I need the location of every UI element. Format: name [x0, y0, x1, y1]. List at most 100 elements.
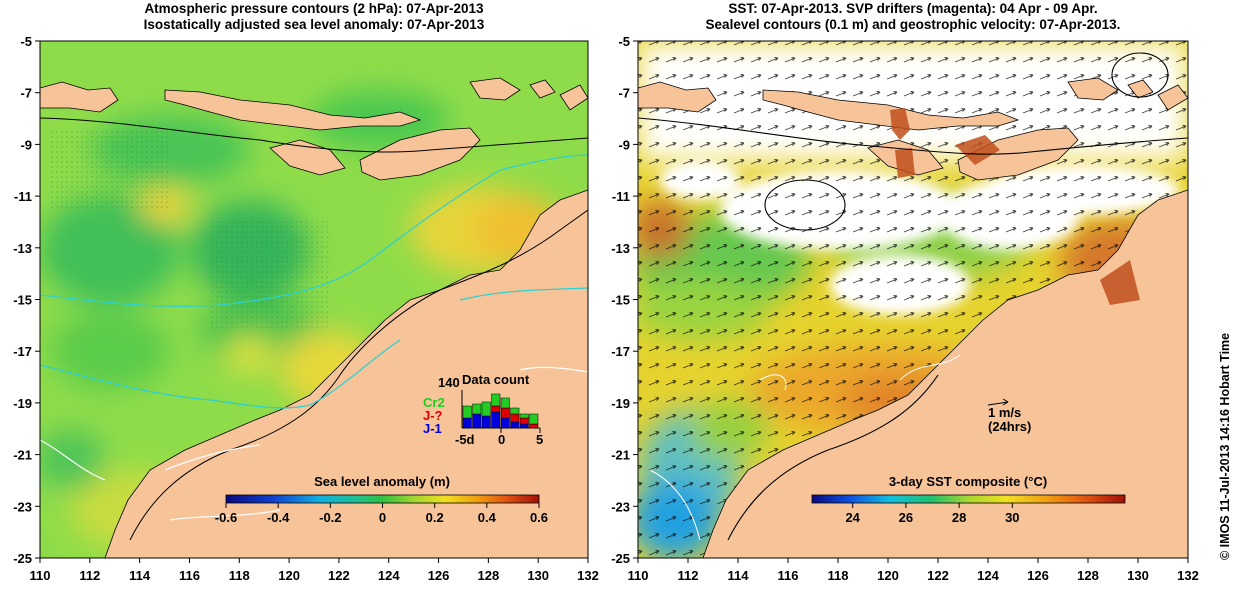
left-ytick-label: -13 [13, 241, 32, 256]
left-ytick-label: -15 [13, 293, 32, 308]
sla-colorbar-tick-label: 0.4 [478, 510, 497, 525]
data-count-bar [500, 407, 510, 419]
right-xtick-label: 124 [977, 568, 999, 583]
data-count-bar [529, 413, 539, 425]
left-ytick-label: -19 [13, 396, 32, 411]
right-xtick-label: 132 [1177, 568, 1199, 583]
sla-colorbar [225, 494, 540, 504]
data-count-bar [481, 415, 491, 429]
mission-label-j: J-? [423, 408, 443, 423]
right-ytick-label: -21 [611, 448, 630, 463]
data-count-bar [500, 417, 510, 429]
left-xtick-label: 118 [229, 568, 250, 583]
velocity-scale-label: 1 m/s [988, 405, 1021, 420]
sla-colorbar-tick-label: -0.6 [215, 510, 237, 525]
left-map-panel [40, 41, 588, 558]
right-xtick-label: 116 [778, 568, 799, 583]
left-ytick-label: -11 [14, 189, 32, 204]
data-count-bar [510, 421, 520, 429]
velocity-scale [987, 398, 1009, 406]
right-title-line2: Sealevel contours (0.1 m) and geostrophi… [705, 17, 1121, 32]
left-ytick-label: -25 [13, 551, 32, 566]
data-count-xtick-left: -5d [455, 432, 475, 447]
sla-colorbar-tick-label: -0.4 [267, 510, 290, 525]
data-count-inset [461, 390, 541, 433]
left-xtick-label: 124 [378, 568, 400, 583]
right-xtick-label: 112 [678, 568, 699, 583]
velocity-scale-sublabel: (24hrs) [988, 419, 1031, 434]
left-ytick-label: -5 [20, 34, 32, 49]
data-count-bar [510, 407, 520, 415]
data-count-bar [491, 411, 501, 429]
right-ytick-label: -11 [612, 189, 630, 204]
right-xtick-label: 122 [927, 568, 949, 583]
data-count-bar [491, 393, 501, 407]
data-count-bar [529, 423, 539, 429]
right-xtick-label: 128 [1077, 568, 1099, 583]
sst-colorbar-tick-label: 28 [952, 510, 966, 525]
credit-text: © IMOS 11-Jul-2013 14:16 Hobart Time [1218, 332, 1232, 560]
right-xtick-label: 114 [728, 568, 750, 583]
sst-colorbar-tick-label: 30 [1005, 510, 1019, 525]
right-ytick-label: -5 [618, 34, 630, 49]
right-xtick-label: 130 [1127, 568, 1149, 583]
left-ytick-label: -9 [20, 137, 32, 152]
left-title-line2: Isostatically adjusted sea level anomaly… [143, 17, 485, 32]
data-count-bar [462, 405, 472, 419]
data-count-bar [491, 405, 501, 413]
sla-colorbar-title: Sea level anomaly (m) [314, 474, 450, 489]
data-count-bar [510, 413, 520, 423]
left-xtick-label: 114 [129, 568, 151, 583]
left-xtick-label: 110 [30, 568, 51, 583]
left-ytick-label: -17 [13, 344, 32, 359]
left-ytick-label: -21 [13, 448, 32, 463]
data-count-title: Data count [462, 372, 530, 387]
left-xtick-label: 122 [328, 568, 350, 583]
right-ytick-label: -15 [611, 293, 630, 308]
data-count-max-label: 140 [438, 375, 460, 390]
left-xtick-label: 126 [428, 568, 450, 583]
data-count-bar [519, 417, 529, 425]
data-count-bar [500, 397, 510, 409]
sla-colorbar-tick-label: 0.2 [426, 510, 444, 525]
right-title-line1: SST: 07-Apr-2013. SVP drifters (magenta)… [728, 1, 1098, 16]
right-ytick-label: -25 [611, 551, 630, 566]
data-count-bar [462, 417, 472, 429]
right-xtick-label: 118 [828, 568, 849, 583]
right-ytick-label: -9 [618, 137, 630, 152]
right-ytick-label: -17 [611, 344, 630, 359]
left-xtick-label: 132 [577, 568, 599, 583]
left-xtick-label: 116 [179, 568, 200, 583]
sla-colorbar-tick-label: 0.6 [530, 510, 548, 525]
data-count-xtick-right: 5 [536, 432, 543, 447]
right-xtick-label: 110 [628, 568, 649, 583]
mission-label-j1: J-1 [423, 421, 442, 436]
right-map-panel [638, 41, 1188, 558]
right-ytick-label: -19 [611, 396, 630, 411]
sla-colorbar-tick-label: -0.2 [319, 510, 341, 525]
data-count-bar [519, 423, 529, 429]
left-ytick-label: -7 [20, 86, 32, 101]
data-count-bar [519, 413, 529, 419]
right-ytick-label: -23 [611, 499, 630, 514]
left-xtick-label: 120 [278, 568, 300, 583]
sla-colorbar-tick-label: 0 [379, 510, 386, 525]
data-count-bar [472, 413, 482, 429]
sst-colorbar [811, 494, 1126, 504]
right-xtick-label: 126 [1027, 568, 1049, 583]
left-xtick-label: 112 [79, 568, 100, 583]
left-title-line1: Atmospheric pressure contours (2 hPa): 0… [144, 1, 484, 16]
data-count-bar [481, 401, 491, 417]
sst-colorbar-tick-label: 26 [899, 510, 913, 525]
right-ytick-label: -7 [618, 86, 630, 101]
sst-colorbar-title: 3-day SST composite (°C) [889, 474, 1047, 489]
left-xtick-label: 128 [478, 568, 500, 583]
sst-colorbar-tick-label: 24 [845, 510, 860, 525]
land-mass [40, 77, 588, 558]
right-ytick-label: -13 [611, 241, 630, 256]
data-count-bar [472, 403, 482, 415]
data-count-xtick-zero: 0 [498, 432, 505, 447]
right-xtick-label: 120 [877, 568, 899, 583]
mission-label-cr2: Cr2 [423, 395, 445, 410]
left-ytick-label: -23 [13, 499, 32, 514]
